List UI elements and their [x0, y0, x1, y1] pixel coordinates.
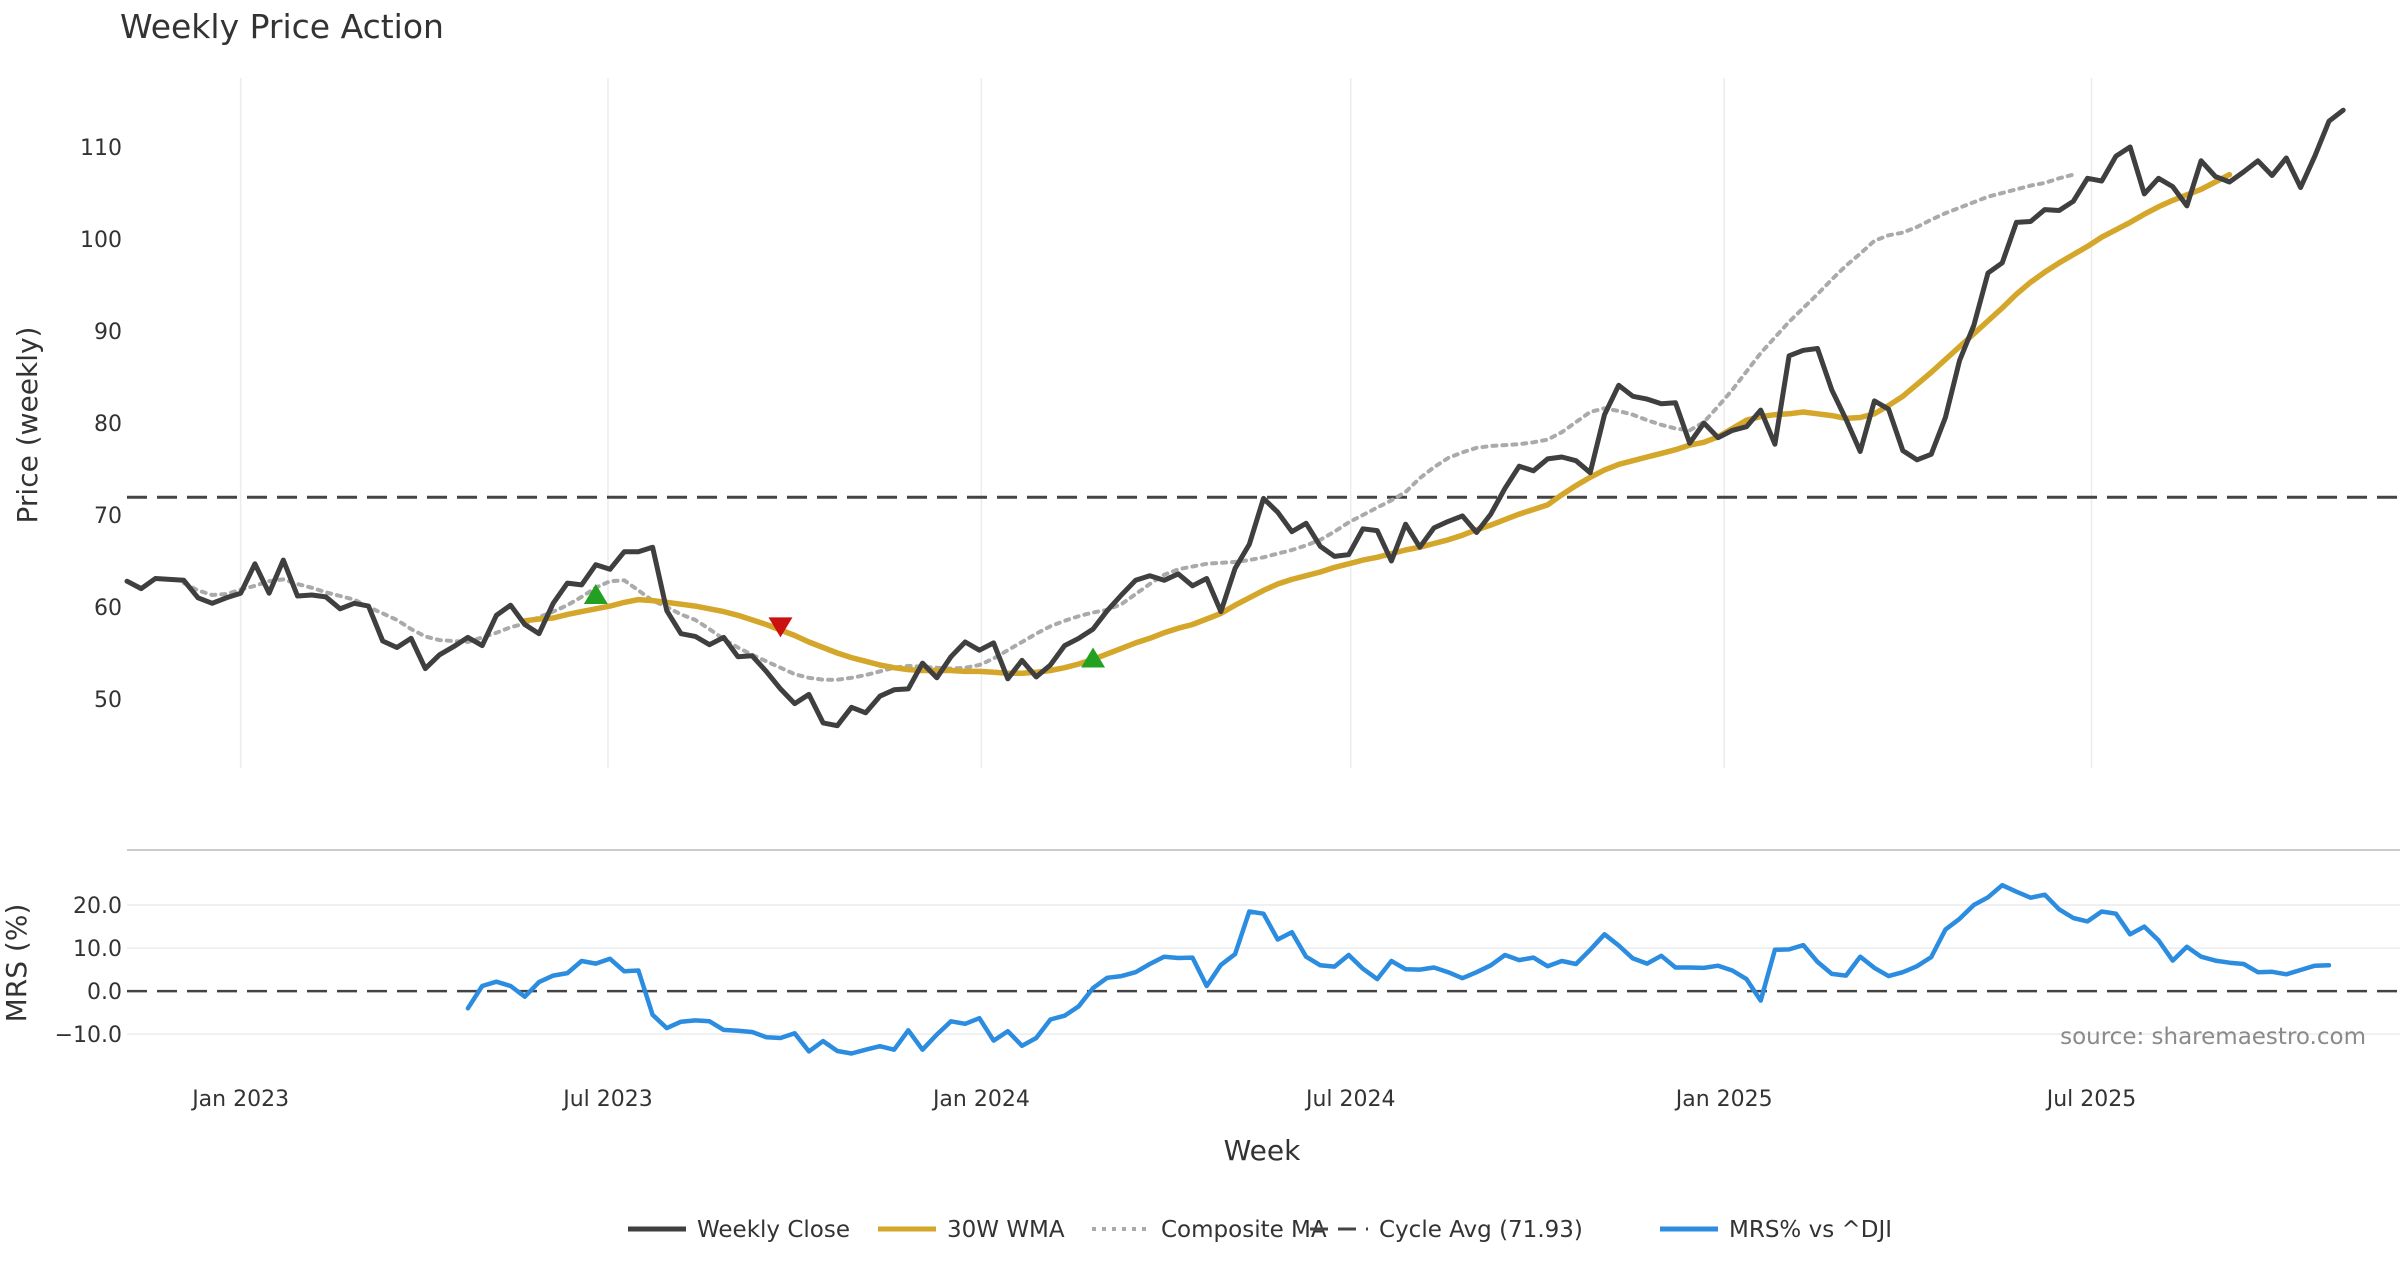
x-tick-label: Jan 2023 [190, 1087, 289, 1112]
price-y-tick-label: 80 [94, 412, 122, 437]
mrs-grid [127, 904, 2400, 1035]
legend: Weekly Close 30W WMA Composite MA Cycle Avg… [628, 1217, 1892, 1243]
mrs-y-tick-label: 10.0 [73, 937, 122, 962]
mrs-y-ticks: −10.0 0.0 10.0 20.0 [55, 894, 122, 1048]
legend-label: 30W WMA [947, 1217, 1065, 1243]
chart-title: Weekly Price Action [120, 7, 444, 46]
price-grid [239, 78, 2093, 768]
legend-label: Weekly Close [697, 1217, 850, 1243]
legend-label: Cycle Avg (71.93) [1379, 1217, 1583, 1243]
price-y-tick-label: 70 [94, 504, 122, 529]
mrs-y-tick-label: −10.0 [55, 1023, 122, 1048]
weekly-close-line [124, 107, 2346, 729]
x-tick-label: Jul 2025 [2045, 1087, 2137, 1112]
legend-item: 30W WMA [878, 1217, 1065, 1243]
buy-signal-marker [583, 584, 608, 605]
price-y-tick-label: 60 [94, 596, 122, 621]
price-series [124, 107, 2346, 729]
price-y-tick-label: 110 [80, 136, 122, 161]
wma-30w-line [522, 171, 2233, 676]
legend-label: MRS% vs ^DJI [1729, 1217, 1892, 1243]
price-y-ticks: 50 60 70 80 90 100 110 [80, 136, 122, 713]
x-tick-label: Jan 2025 [1674, 1087, 1773, 1112]
price-y-tick-label: 50 [94, 688, 122, 713]
legend-label: Composite MA [1161, 1217, 1327, 1243]
mrs-y-axis-label: MRS (%) [0, 904, 33, 1023]
mrs-y-tick-label: 0.0 [87, 980, 122, 1005]
sell-signal-marker [768, 617, 793, 638]
legend-item: Composite MA [1092, 1217, 1327, 1243]
mrs-panel: −10.0 0.0 10.0 20.0 MRS (%) source: sharema… [0, 849, 2400, 1056]
x-axis-label: Week [1224, 1134, 1301, 1167]
x-tick-label: Jan 2024 [931, 1087, 1030, 1112]
source-annotation: source: sharemaestro.com [2060, 1024, 2366, 1050]
legend-item: Weekly Close [628, 1217, 850, 1243]
price-y-tick-label: 100 [80, 228, 122, 253]
mrs-line [465, 882, 2332, 1056]
x-axis-ticks: Jan 2023 Jul 2023 Jan 2024 Jul 2024 Jan 2025… [190, 1087, 2136, 1112]
composite-ma-line [181, 172, 2076, 682]
x-tick-label: Jul 2023 [561, 1087, 653, 1112]
mrs-y-tick-label: 20.0 [73, 894, 122, 919]
price-y-axis-label: Price (weekly) [11, 327, 44, 524]
legend-item: MRS% vs ^DJI [1660, 1217, 1892, 1243]
buy-signal-marker [1081, 647, 1106, 668]
x-tick-label: Jul 2024 [1304, 1087, 1396, 1112]
price-panel: 50 60 70 80 90 100 110 Price (weekly) [11, 78, 2400, 768]
signal-markers [583, 584, 1106, 668]
price-y-tick-label: 90 [94, 320, 122, 345]
legend-item: Cycle Avg (71.93) [1310, 1217, 1583, 1243]
mrs-series [465, 882, 2332, 1056]
